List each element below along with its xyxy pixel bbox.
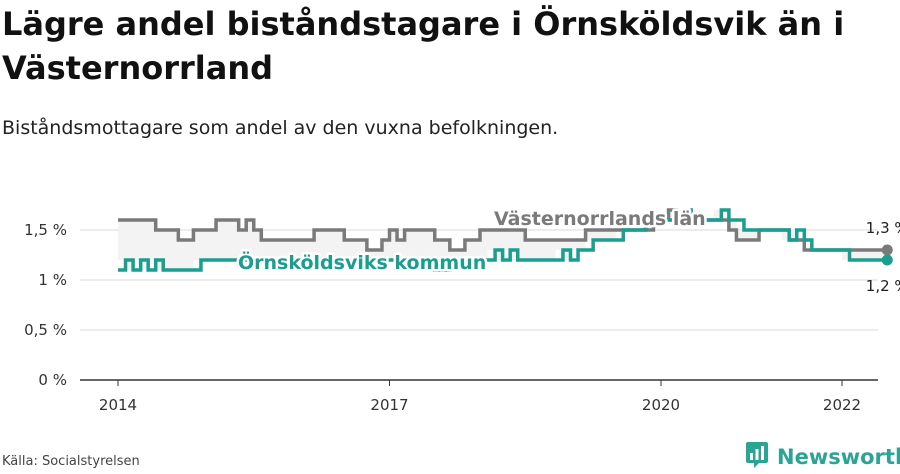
- series-name-label-2: Örnsköldsviks kommun: [238, 250, 486, 274]
- y-tick-label: 0,5 %: [24, 321, 67, 339]
- x-tick-label: 2017: [370, 396, 408, 414]
- y-tick-label: 0 %: [38, 371, 67, 389]
- y-tick-label: 1,5 %: [24, 221, 67, 239]
- line-chart: 0 % 0,5 % 1 % 1,5 % 2014 2017 2020 2022 1,3 % 1,2…: [24, 208, 900, 414]
- bar-chart-logo-icon: [745, 441, 769, 473]
- x-tick-label: 2022: [823, 396, 861, 414]
- x-tick-label: 2020: [642, 396, 680, 414]
- difference-band: [118, 210, 888, 270]
- series-end-label-1: 1,3 %: [866, 219, 900, 237]
- series-line-2: [118, 208, 888, 272]
- series-name-label-1: Västernorrlands län: [494, 208, 706, 230]
- series-end-point-1: [881, 244, 893, 256]
- brand-name: Newsworthy: [777, 445, 900, 469]
- chart-subtitle: Biståndsmottagare som andel av den vuxna…: [2, 117, 559, 139]
- series-line-1: [118, 208, 888, 252]
- series-end-label-2: 1,2 %: [866, 277, 900, 295]
- x-tick-label: 2014: [99, 396, 137, 414]
- source-note: Källa: Socialstyrelsen: [2, 454, 140, 469]
- newsworthy-logo[interactable]: Newsworthy: [745, 441, 900, 473]
- y-tick-label: 1 %: [38, 271, 67, 289]
- series-end-point-2: [881, 254, 893, 266]
- chart-title: Lägre andel biståndstagare i Örnsköldsvi…: [2, 5, 845, 87]
